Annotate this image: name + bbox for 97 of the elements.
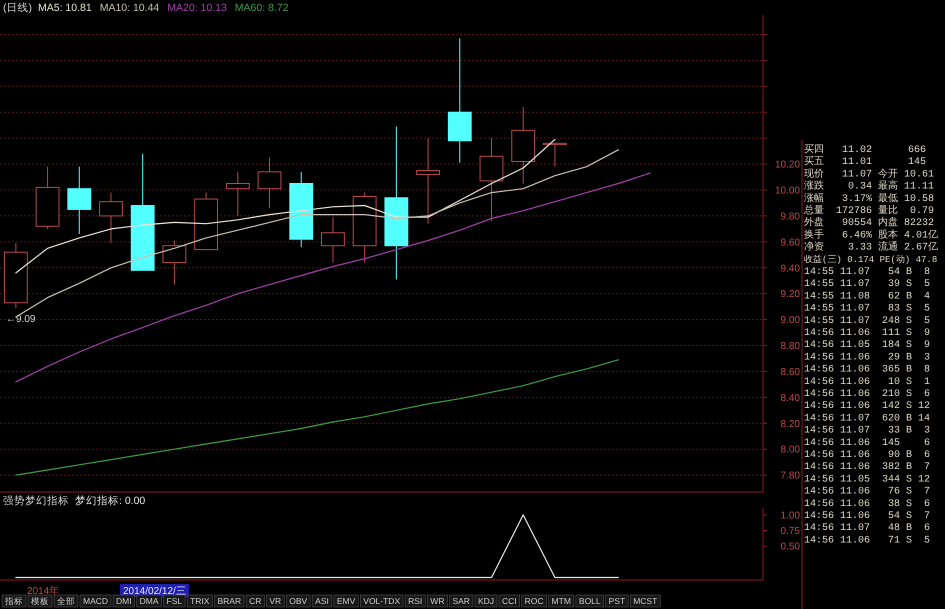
text: MA20: 10.13 <box>167 2 227 14</box>
text: 14:56 11.06 145 6 <box>804 438 930 449</box>
text: 14:56 11.07 48 B 6 <box>804 523 930 534</box>
text: TRIX <box>190 596 210 606</box>
text: 14:56 11.05 184 S 9 <box>804 340 930 352</box>
text: 涨跌 0.34 最高 11.11 <box>804 180 934 193</box>
candlestick <box>258 157 282 209</box>
text: 收益(三) 0.174 PE(动) 47.8 <box>804 254 938 265</box>
y-tick-label: 10.00 <box>774 185 800 196</box>
candlestick <box>511 106 536 184</box>
text: 涨幅 3.17% 最低 10.58 <box>804 192 934 205</box>
text: 14:56 11.06 210 S 6 <box>804 389 930 400</box>
text: 2014/02/12/三 <box>123 586 186 597</box>
text: BOLL <box>578 596 601 606</box>
y-tick-label: 8.00 <box>780 444 800 456</box>
text: WR <box>430 596 444 606</box>
y-tick-label: 7.80 <box>780 470 800 482</box>
text: MA10: 10.44 <box>100 2 160 14</box>
text: DMI <box>116 596 132 606</box>
text: 外盘 90554 内盘 82232 <box>804 216 934 230</box>
text: FSL <box>166 596 182 606</box>
text: SAR <box>452 596 470 606</box>
text: 总量 172786 量比 0.79 <box>803 204 934 217</box>
text: 14:55 11.07 54 B 8 <box>804 267 930 278</box>
candlestick <box>289 171 314 248</box>
text: 14:55 11.08 62 B 4 <box>804 291 930 302</box>
text: CCI <box>502 596 517 606</box>
text: 14:56 11.06 111 S 9 <box>804 328 930 339</box>
text: MTM <box>552 596 571 606</box>
y-tick-label: 0.50 <box>780 542 800 553</box>
text: 14:55 11.07 83 S 5 <box>804 304 930 315</box>
text: 14:56 11.07 33 B 3 <box>804 426 930 437</box>
text: 梦幻指标: 0.00 <box>75 495 146 507</box>
y-tick-label: 9.80 <box>780 211 800 222</box>
annotation: ←9.09 <box>6 314 36 325</box>
text: 14:56 11.07 620 B 14 <box>804 413 930 424</box>
y-tick-label: 9.20 <box>780 289 800 300</box>
candlestick <box>448 38 472 164</box>
candlestick <box>384 126 408 280</box>
text: 买五 11.01 145 <box>804 156 926 168</box>
text: 14:56 11.06 10 S 1 <box>804 376 930 388</box>
y-tick-label: 9.40 <box>780 263 800 274</box>
text: VR <box>269 596 282 606</box>
text: DMA <box>140 596 159 606</box>
y-tick-label: 8.60 <box>780 366 800 378</box>
text: 14:56 11.06 54 S 7 <box>804 511 930 522</box>
text: BRAR <box>217 596 242 606</box>
y-tick-label: 8.20 <box>780 418 800 430</box>
text: 14:56 11.05 344 S 12 <box>804 474 930 486</box>
text: 现价 11.07 今开 10.61 <box>804 167 934 180</box>
text: MA5: 10.81 <box>38 2 92 14</box>
text: MCST <box>633 596 658 606</box>
text: EMV <box>336 596 356 606</box>
text: 14:55 11.07 248 S 5 <box>804 316 930 327</box>
text: 14:56 11.06 142 S 12 <box>804 401 930 412</box>
y-tick-label: 1.00 <box>780 510 800 522</box>
candlestick <box>226 171 250 216</box>
text: ASI <box>315 596 329 606</box>
text: MA60: 8.72 <box>234 2 289 14</box>
text: 14:56 11.06 38 S 6 <box>804 498 930 510</box>
text: 买四 11.02 666 <box>804 144 926 156</box>
line-series <box>15 359 619 476</box>
text: 14:56 11.06 365 B 8 <box>804 364 930 376</box>
text: 2014年 <box>27 585 60 597</box>
text: 14:56 11.06 90 B 6 <box>804 450 930 461</box>
text: RSI <box>408 596 422 606</box>
text: ROC <box>524 596 544 606</box>
text: 14:56 11.06 29 B 3 <box>804 352 930 364</box>
y-tick-label: 10.20 <box>774 160 800 171</box>
text: 换手 6.46% 股本 4.01亿 <box>804 228 938 242</box>
candlestick <box>321 216 345 264</box>
text: PST <box>608 596 626 606</box>
y-tick-label: 8.40 <box>780 392 800 404</box>
candlestick <box>480 138 504 222</box>
chart-title: 强势梦幻指标 <box>3 494 69 507</box>
text: 全部 <box>57 596 75 606</box>
y-tick-label: 0.75 <box>780 526 800 538</box>
text: CR <box>249 596 262 606</box>
candlestick <box>416 138 440 224</box>
text: 14:56 11.06 382 B 7 <box>804 462 930 474</box>
candlestick <box>67 166 92 235</box>
y-tick-label: 9.60 <box>780 237 800 248</box>
chart-title: (日线) <box>3 1 32 14</box>
text: 14:56 11.06 71 S 5 <box>804 535 930 546</box>
text: 指标 <box>4 596 23 606</box>
y-tick-label: 8.80 <box>780 341 800 352</box>
y-tick-label: 9.00 <box>780 315 800 326</box>
text: MACD <box>83 596 108 606</box>
text: KDJ <box>478 596 494 606</box>
text: 14:56 11.06 76 S 7 <box>804 486 930 498</box>
text: OBV <box>289 596 308 606</box>
text: 模板 <box>31 596 49 606</box>
text: 14:55 11.07 39 S 5 <box>804 279 930 290</box>
line-series <box>15 138 556 274</box>
text: 净资 3.33 流通 2.67亿 <box>804 240 938 254</box>
text: VOL-TDX <box>363 596 400 606</box>
candlestick <box>99 192 123 244</box>
